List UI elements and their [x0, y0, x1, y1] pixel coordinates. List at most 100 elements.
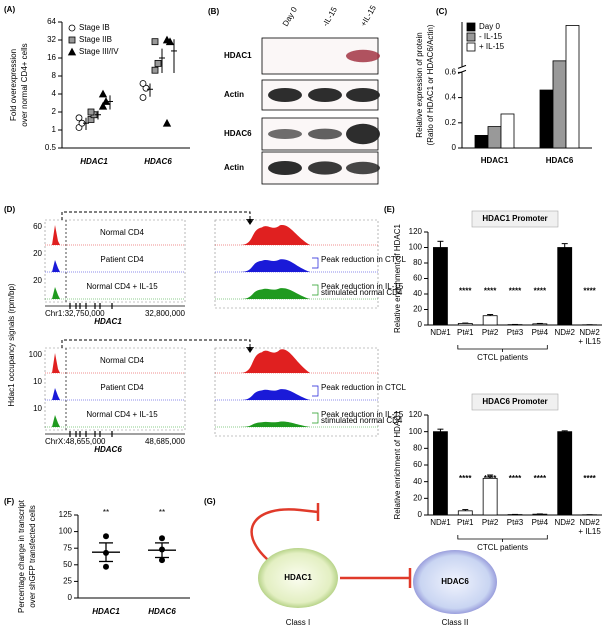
zoom-peak [240, 421, 310, 427]
coordinate-label: Chr1:32,750,000 [45, 309, 105, 318]
signal-peak [52, 287, 60, 299]
x-tick-label: Pt#4 [532, 518, 549, 527]
y-tick-label: 0.4 [445, 93, 457, 102]
zoom-peak [240, 389, 310, 400]
blot-band [308, 88, 342, 102]
legend-marker [68, 36, 76, 44]
y-tick-label: 60 [413, 274, 422, 283]
y-axis-label: Relative enrichment of HDAC1 [393, 410, 402, 519]
significance-label: ** [103, 508, 109, 517]
row-label: HDAC6 [224, 129, 252, 138]
chart-title: HDAC6 Promoter [482, 397, 547, 406]
y-tick-label: 40 [413, 289, 422, 298]
y-tick-label: 120 [409, 227, 423, 236]
x-tick-label: ND#2 [554, 328, 575, 337]
signal-peak [52, 353, 60, 373]
node-label: HDAC1 [284, 573, 312, 582]
blot-band [346, 123, 380, 145]
track-scale: 20 [33, 249, 42, 258]
arrow-head [246, 219, 254, 225]
x-tick-label: ND#2 + IL15 [578, 328, 601, 346]
significance-label: **** [509, 287, 522, 296]
significance-label: **** [583, 287, 596, 296]
y-tick-label: 0 [452, 143, 457, 152]
y-axis-label: Fold overexpression [9, 49, 18, 121]
data-point [139, 94, 147, 101]
bar [433, 247, 448, 326]
axis-break [457, 64, 467, 69]
self-loop [250, 508, 319, 561]
y-tick-label: 0.6 [445, 68, 457, 77]
x-tick-label: Pt#3 [507, 518, 524, 527]
bar [482, 477, 498, 516]
significance-label: **** [484, 287, 497, 296]
zoom-frame [214, 347, 379, 437]
annotation: Peak reduction in CTCL [321, 383, 406, 392]
x-tick-label: Pt#2 [482, 328, 499, 337]
blot-band [346, 49, 380, 63]
significance-label: **** [583, 474, 596, 483]
data-point [103, 533, 109, 540]
blot-band [308, 161, 342, 175]
x-tick-label: ND#1 [430, 518, 451, 527]
y-tick-label: 100 [59, 527, 73, 536]
y-axis-label: (Ratio of HDAC1 or HDAC6/Actin) [426, 24, 435, 145]
y-tick-label: 64 [47, 17, 56, 26]
chart-title: HDAC1 Promoter [482, 214, 547, 223]
y-tick-label: 125 [59, 510, 73, 519]
note-bracket [312, 412, 319, 424]
x-tick-label: HDAC1 [481, 156, 509, 165]
bar [565, 25, 580, 149]
x-tick-label: ND#1 [430, 328, 451, 337]
significance-label: **** [509, 474, 522, 483]
track-scale: 60 [33, 222, 42, 231]
title-box [471, 210, 559, 228]
bar [552, 60, 567, 149]
y-tick-label: 0.5 [45, 143, 57, 152]
row-label: Actin [224, 163, 244, 172]
link-arrow [61, 211, 251, 222]
zoom-frame [214, 219, 379, 309]
x-tick-label: Pt#4 [532, 328, 549, 337]
legend-label: Stage IB [79, 23, 110, 32]
track-frame [44, 347, 186, 431]
bar [557, 431, 573, 516]
y-tick-label: 20 [413, 305, 422, 314]
signal-peak [52, 225, 60, 245]
bar [457, 323, 473, 326]
y-tick-label: 40 [413, 477, 422, 486]
x-tick-label: HDAC6 [144, 157, 172, 166]
coordinate-label: 32,800,000 [145, 309, 186, 318]
gene-label: HDAC6 [94, 445, 122, 454]
note-bracket [312, 284, 319, 296]
group-label: CTCL patients [477, 543, 528, 552]
blot-band [308, 128, 342, 140]
y-tick-label: 2 [52, 107, 57, 116]
bar [433, 431, 448, 516]
class-label: Class II [442, 618, 469, 627]
y-tick-label: 8 [52, 71, 57, 80]
group-bracket [457, 535, 548, 542]
row-label: HDAC1 [224, 51, 252, 60]
data-point [87, 108, 95, 116]
annotation: stimulated normal CD4 [321, 416, 403, 425]
track-label: Normal CD4 + IL-15 [86, 410, 158, 419]
bar [557, 247, 573, 326]
note-bracket [312, 257, 319, 269]
zoom-peak [240, 349, 310, 373]
signal-peak [52, 260, 60, 272]
signal-peak [52, 388, 60, 400]
x-tick-label: HDAC6 [148, 607, 176, 616]
panel-label: (G) [204, 497, 216, 506]
data-point [98, 101, 108, 110]
data-point [162, 118, 172, 127]
y-axis-label: Hdac1 occupancy signals (rpm/bp) [7, 283, 16, 407]
blot-band [346, 88, 380, 102]
data-point [151, 38, 159, 46]
significance-label: **** [534, 474, 547, 483]
panel-label: (E) [384, 205, 395, 214]
legend-label: Day 0 [479, 22, 500, 31]
data-point [98, 89, 108, 98]
legend-swatch [466, 32, 476, 42]
